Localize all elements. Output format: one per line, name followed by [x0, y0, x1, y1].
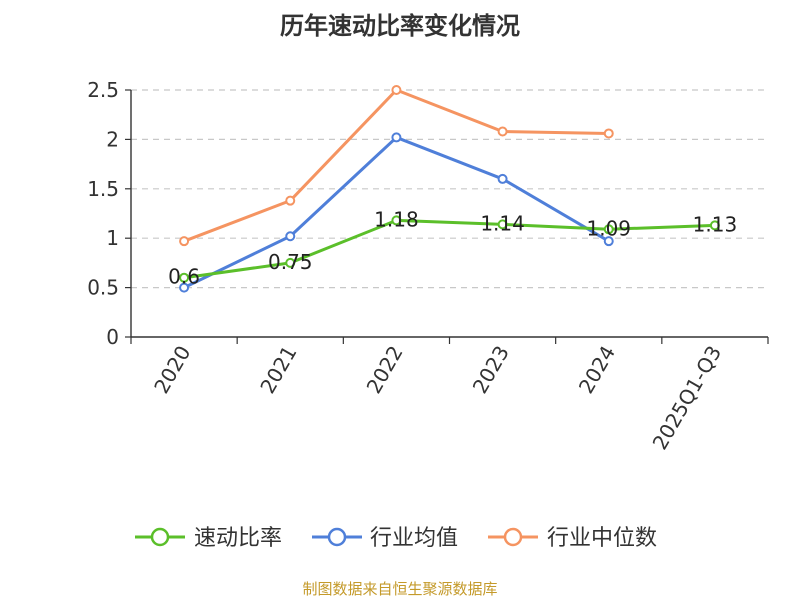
y-tick-label-0: 0 — [106, 325, 119, 349]
point-series1-4 — [603, 236, 614, 247]
legend-marker-1 — [327, 527, 347, 547]
x-tick-label-2: 2022 — [362, 342, 408, 398]
point-series0-5 — [709, 220, 720, 231]
point-series2-2 — [391, 85, 402, 95]
data-label-4: 1.09 — [586, 216, 631, 240]
point-series1-3 — [497, 173, 508, 184]
y-tick-label-2: 1 — [106, 226, 119, 250]
legend: 速动比率 行业均值 行业中位数 — [135, 526, 657, 551]
source-note: 制图数据来自恒生聚源数据库 — [302, 580, 498, 598]
point-series1-1 — [285, 231, 296, 242]
legend-label-1: 行业均值 — [370, 526, 458, 551]
x-tick-label-5: 2025Q1-Q3 — [648, 342, 727, 454]
point-series2-0 — [179, 236, 190, 247]
legend-label-0: 速动比率 — [194, 526, 282, 551]
series-line-0 — [183, 218, 715, 280]
point-series1-0 — [179, 282, 190, 293]
point-series2-3 — [497, 126, 508, 137]
y-tick-label-4: 2 — [106, 127, 119, 151]
x-tick-label-3: 2023 — [468, 342, 514, 398]
point-series0-3 — [497, 219, 508, 230]
point-series2-4 — [603, 128, 614, 139]
grid-lines — [131, 89, 768, 289]
x-tick-label-4: 2024 — [574, 342, 620, 398]
y-tick-label-1: 0.5 — [87, 276, 119, 300]
point-series0-4 — [603, 224, 614, 235]
legend-marker-0 — [150, 527, 170, 547]
x-tick-label-0: 2020 — [149, 342, 195, 398]
data-labels: 0.6 0.75 1.18 1.14 1.09 1.13 — [168, 207, 737, 288]
chart-title: 历年速动比率变化情况 — [280, 12, 520, 40]
data-label-0: 0.6 — [168, 265, 200, 289]
data-label-3: 1.14 — [480, 211, 525, 235]
data-label-1: 0.75 — [268, 250, 313, 274]
point-series2-1 — [285, 195, 296, 206]
data-label-2: 1.18 — [374, 207, 419, 231]
series-lines — [179, 85, 720, 293]
y-tick-label-3: 1.5 — [87, 177, 119, 201]
legend-label-2: 行业中位数 — [547, 526, 657, 551]
point-series1-2 — [391, 132, 402, 143]
point-series0-1 — [285, 257, 296, 268]
x-tick-label-1: 2021 — [255, 342, 301, 398]
legend-marker-2 — [503, 527, 523, 547]
data-label-5: 1.13 — [693, 212, 738, 236]
point-series0-0 — [179, 272, 190, 283]
y-tick-label-5: 2.5 — [87, 78, 119, 102]
point-series0-2 — [391, 215, 402, 226]
